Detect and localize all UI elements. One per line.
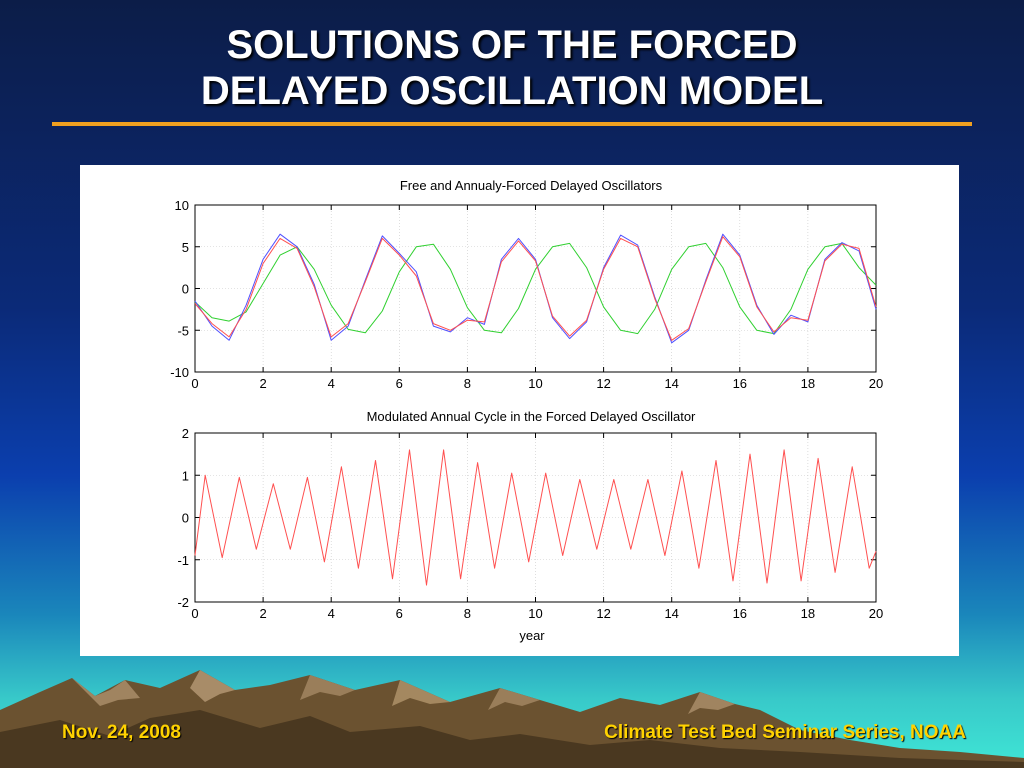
top-y-tick-label: -10	[170, 365, 189, 380]
top-x-tick-label: 2	[259, 376, 266, 391]
bottom-x-tick-label: 10	[528, 606, 542, 621]
bottom-y-tick-label: 0	[182, 511, 189, 526]
bottom-y-tick-label: 2	[182, 426, 189, 441]
chart-figure: Free and Annualy-Forced Delayed Oscillat…	[170, 178, 883, 643]
top-x-tick-label: 8	[464, 376, 471, 391]
top-series-line-3	[194, 236, 877, 341]
top-x-tick-label: 10	[528, 376, 542, 391]
bottom-x-tick-label: 2	[259, 606, 266, 621]
chart-bottom-x-axis-label: year	[519, 628, 545, 643]
bottom-x-tick-label: 18	[801, 606, 815, 621]
top-x-tick-label: 14	[664, 376, 678, 391]
slide-title: SOLUTIONS OF THE FORCED DELAYED OSCILLAT…	[0, 22, 1024, 114]
top-x-tick-label: 16	[733, 376, 747, 391]
chart-top-title: Free and Annualy-Forced Delayed Oscillat…	[400, 178, 663, 193]
footer-series-name: Climate Test Bed Seminar Series, NOAA	[604, 722, 966, 743]
top-x-tick-label: 20	[869, 376, 883, 391]
top-y-tick-label: -5	[177, 323, 189, 338]
top-y-tick-label: 5	[182, 240, 189, 255]
figure-panel: Free and Annualy-Forced Delayed Oscillat…	[80, 165, 959, 656]
bottom-x-tick-label: 16	[733, 606, 747, 621]
bottom-x-tick-label: 20	[869, 606, 883, 621]
top-x-tick-label: 0	[191, 376, 198, 391]
bottom-y-tick-label: -1	[177, 553, 189, 568]
top-x-tick-label: 12	[596, 376, 610, 391]
bottom-x-tick-label: 4	[328, 606, 335, 621]
top-y-tick-label: 0	[182, 282, 189, 297]
bottom-y-tick-label: -2	[177, 595, 189, 610]
bottom-x-tick-label: 8	[464, 606, 471, 621]
top-series-line-1	[194, 242, 877, 335]
top-y-tick-label: 10	[175, 198, 189, 213]
bottom-x-tick-label: 12	[596, 606, 610, 621]
bottom-x-tick-label: 14	[664, 606, 678, 621]
top-x-tick-label: 6	[396, 376, 403, 391]
top-x-tick-label: 18	[801, 376, 815, 391]
footer-date: Nov. 24, 2008	[62, 722, 182, 743]
mountain-landscape	[0, 670, 1024, 768]
slide-title-line1: SOLUTIONS OF THE FORCED	[226, 23, 798, 67]
chart-bottom-title: Modulated Annual Cycle in the Forced Del…	[367, 409, 696, 424]
title-underline	[52, 122, 972, 126]
bottom-x-tick-label: 6	[396, 606, 403, 621]
slide-title-line2: DELAYED OSCILLATION MODEL	[200, 69, 824, 113]
top-x-tick-label: 4	[328, 376, 335, 391]
bottom-series-line-1	[194, 449, 877, 586]
bottom-x-tick-label: 0	[191, 606, 198, 621]
bottom-y-tick-label: 1	[182, 468, 189, 483]
